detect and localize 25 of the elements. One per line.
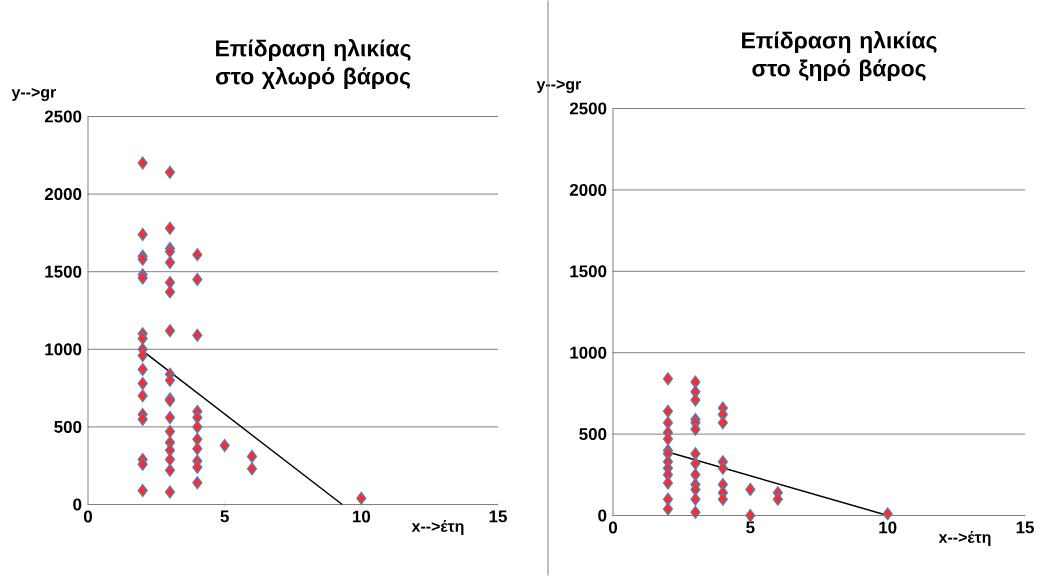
y-tick-label: 1000 [45, 343, 82, 356]
y-tick-label: 500 [579, 428, 607, 441]
x-tick-label: 0 [608, 521, 618, 534]
x-tick-label: 5 [746, 521, 755, 534]
y-tick-label: 2000 [44, 188, 82, 201]
x-tick-label: 10 [879, 521, 897, 534]
x-tick-label: 0 [83, 510, 93, 523]
y-tick-label: 500 [54, 420, 82, 433]
x-tick-label: 5 [220, 510, 229, 523]
y-tick-label: 2500 [44, 110, 82, 123]
y-axis-title: y-->gr [11, 88, 57, 101]
y-tick-label: 1500 [45, 265, 82, 278]
x-axis-title: x-->έτη [411, 520, 464, 536]
y-tick-label: 2000 [569, 183, 607, 196]
chart-title: Επίδραση ηλικίας στο ξηρό βάρος [742, 31, 937, 81]
y-tick-label: 0 [73, 498, 82, 511]
y-axis-title: y-->gr [536, 80, 582, 93]
x-tick-label: 10 [352, 510, 371, 523]
y-tick-label: 2500 [569, 102, 607, 115]
x-tick-label: 15 [1016, 521, 1034, 534]
chart-title: Επίδραση ηλικίας στο χλωρό βάρος [215, 39, 411, 89]
x-tick-label: 15 [489, 510, 507, 523]
y-tick-label: 1500 [570, 265, 607, 278]
y-tick-label: 1000 [570, 346, 607, 359]
x-axis-title: x-->έτη [938, 531, 991, 547]
